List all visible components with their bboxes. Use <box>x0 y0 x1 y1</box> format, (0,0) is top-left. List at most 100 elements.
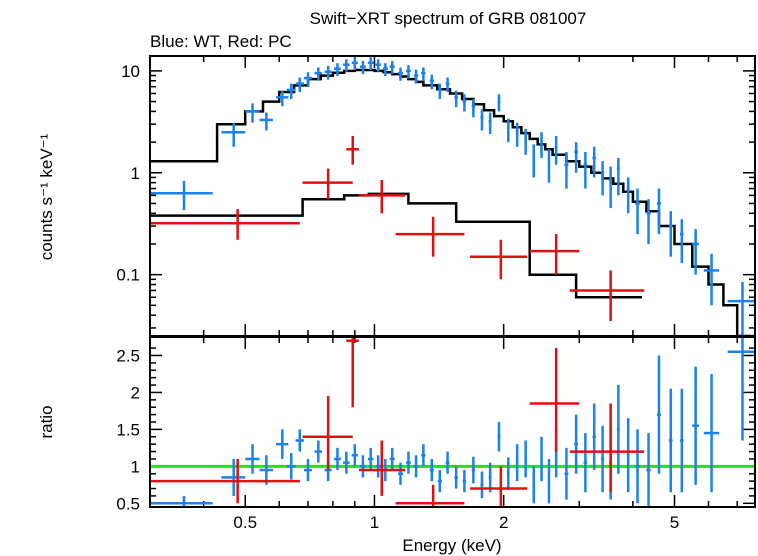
ratio-point-wt-33 <box>524 440 527 478</box>
spectrum-point-wt-32 <box>515 122 519 147</box>
ratio-point-wt-35 <box>540 436 543 482</box>
ratio-point-wt-23 <box>437 470 442 493</box>
spectrum-point-wt-48 <box>656 188 661 235</box>
spectrum-point-wt-37 <box>554 135 558 165</box>
ratio-point-wt-24 <box>445 451 450 474</box>
spectrum-point-wt-33 <box>524 128 527 155</box>
ratio-point-wt-34 <box>532 466 535 504</box>
spectrum-point-wt-22 <box>429 74 434 90</box>
spectrum-point-wt-15 <box>375 59 381 72</box>
top-ytick-label: 0.1 <box>116 266 140 285</box>
ratio-point-wt-11 <box>343 451 350 474</box>
spectrum-point-wt-10 <box>334 63 341 77</box>
spectrum-point-wt-18 <box>398 67 403 81</box>
spectrum-point-wt-44 <box>616 157 620 196</box>
ratio-point-pc-3 <box>358 440 406 496</box>
ratio-point-wt-42 <box>600 425 605 493</box>
ratio-point-wt-32 <box>515 444 519 482</box>
ratio-point-wt-50 <box>680 388 684 493</box>
spectrum-point-wt-0 <box>150 181 213 211</box>
spectrum-point-wt-49 <box>668 211 673 257</box>
spectrum-point-wt-19 <box>406 65 411 79</box>
model-line-pc <box>150 192 642 299</box>
spectrum-point-wt-40 <box>583 151 588 189</box>
ratio-point-wt-48 <box>656 355 661 474</box>
spectrum-point-wt-46 <box>635 188 640 235</box>
spectrum-point-wt-6 <box>295 77 304 93</box>
spectrum-point-pc-4 <box>395 216 465 257</box>
ratio-point-wt-18 <box>398 462 403 485</box>
bottom-ytick-label: 1 <box>131 457 140 476</box>
spectrum-point-pc-0 <box>150 209 300 240</box>
top-ytick-label: 10 <box>121 62 140 81</box>
spectrum-point-wt-14 <box>367 57 374 71</box>
top-data-points <box>150 57 755 336</box>
spectrum-point-wt-21 <box>421 67 426 81</box>
spectrum-point-wt-31 <box>506 118 510 143</box>
spectrum-point-wt-39 <box>574 142 579 173</box>
bottom-ylabel: ratio <box>37 405 56 438</box>
ratio-point-wt-0 <box>150 495 213 507</box>
spectrum-point-wt-2 <box>245 103 260 123</box>
ratio-point-wt-21 <box>421 444 426 467</box>
top-ylabel: counts s⁻¹ keV⁻¹ <box>37 133 56 260</box>
ratio-point-wt-7 <box>303 458 312 482</box>
ratio-point-wt-17 <box>389 447 395 471</box>
spectrum-point-wt-9 <box>324 65 332 80</box>
ratio-point-wt-25 <box>454 466 458 489</box>
spectrum-point-pc-6 <box>529 234 580 275</box>
xtick-label: 0.5 <box>233 513 257 532</box>
ratio-point-pc-0 <box>150 458 300 504</box>
spectrum-point-pc-2 <box>346 135 359 165</box>
spectrum-point-wt-28 <box>480 109 484 131</box>
ratio-point-pc-7 <box>569 403 645 493</box>
ratio-point-wt-40 <box>583 433 588 493</box>
chart-subtitle: Blue: WT, Red: PC <box>150 32 292 51</box>
ratio-point-wt-49 <box>668 388 673 493</box>
ratio-point-wt-44 <box>616 385 620 474</box>
spectrum-point-wt-3 <box>259 112 273 131</box>
spectrum-point-wt-7 <box>303 72 312 87</box>
ratio-point-pc-2 <box>346 337 359 408</box>
top-model-lines <box>150 68 755 336</box>
spectrum-point-wt-17 <box>389 61 395 75</box>
spectrum-point-wt-42 <box>600 161 605 196</box>
spectrum-point-wt-26 <box>462 94 467 112</box>
spectrum-point-wt-41 <box>592 146 596 178</box>
ratio-point-wt-22 <box>429 458 434 482</box>
bottom-ytick-label: 0.5 <box>116 494 140 513</box>
ratio-point-wt-31 <box>506 457 510 490</box>
spectrum-point-wt-50 <box>680 219 684 264</box>
ratio-point-pc-6 <box>529 348 580 452</box>
bottom-ytick-label: 1.5 <box>116 420 140 439</box>
xtick-labels: 0.5 1 2 5 <box>233 513 679 532</box>
bottom-ytick-label: 2 <box>131 383 140 402</box>
model-line-wt <box>150 68 755 336</box>
ratio-point-wt-46 <box>635 429 640 504</box>
ratio-point-wt-8 <box>314 440 323 463</box>
chart-title: Swift−XRT spectrum of GRB 081007 <box>310 9 587 28</box>
ratio-point-pc-4 <box>395 484 465 507</box>
xtick-label: 5 <box>670 513 679 532</box>
ratio-point-wt-26 <box>462 470 467 493</box>
xlabel: Energy (keV) <box>402 536 501 555</box>
ratio-point-wt-20 <box>413 455 419 478</box>
xtick-label: 2 <box>499 513 508 532</box>
ratio-point-wt-27 <box>471 456 476 484</box>
ratio-point-wt-12 <box>351 444 358 467</box>
spectrum-point-wt-29 <box>488 112 492 135</box>
ratio-point-wt-51 <box>692 366 699 485</box>
spectrum-point-wt-51 <box>692 229 699 275</box>
spectrum-point-wt-34 <box>532 144 535 178</box>
ratio-point-wt-15 <box>375 455 381 478</box>
ratio-point-wt-41 <box>592 403 596 471</box>
ratio-point-wt-28 <box>480 471 484 499</box>
ratio-point-pc-5 <box>470 466 528 507</box>
spectrum-point-wt-45 <box>626 177 630 214</box>
ratio-point-wt-5 <box>286 453 296 480</box>
ratio-point-wt-53 <box>727 337 755 441</box>
spectrum-point-wt-43 <box>609 166 613 209</box>
spectrum-point-wt-27 <box>471 98 476 118</box>
spectrum-point-wt-4 <box>276 90 289 107</box>
spectrum-point-wt-13 <box>359 61 366 75</box>
